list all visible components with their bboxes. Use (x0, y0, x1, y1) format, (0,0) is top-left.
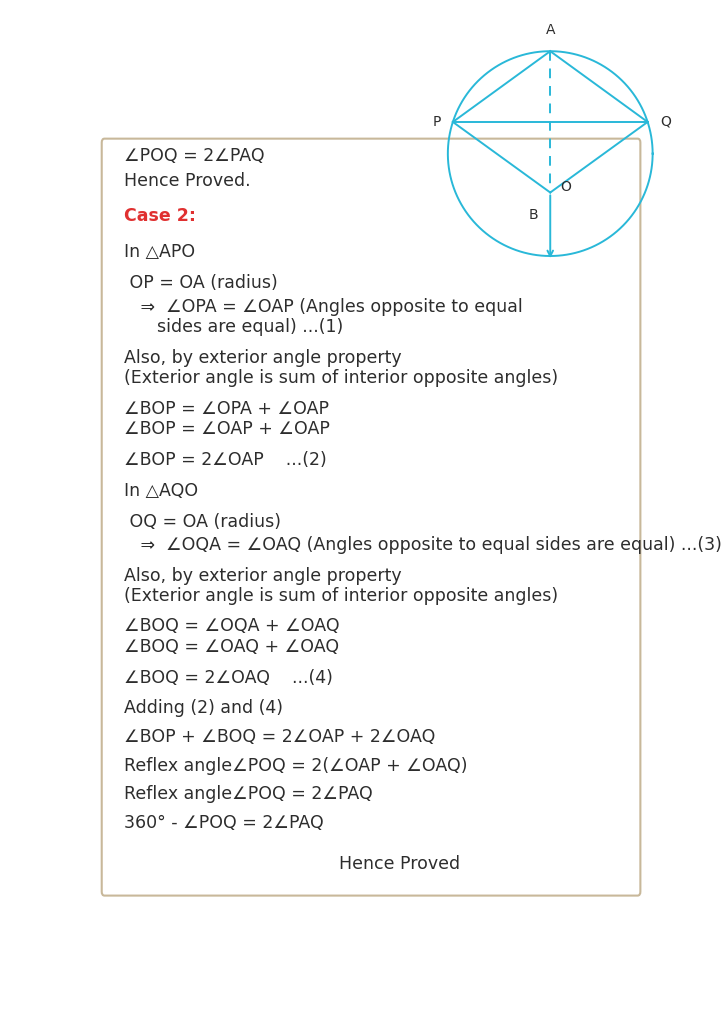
Text: OQ = OA (radius): OQ = OA (radius) (125, 513, 281, 531)
Text: ∠BOQ = 2∠OAQ    ...(4): ∠BOQ = 2∠OAQ ...(4) (125, 669, 333, 686)
Text: ∠BOQ = ∠OQA + ∠OAQ: ∠BOQ = ∠OQA + ∠OAQ (125, 617, 340, 635)
Text: ∠BOP = ∠OAP + ∠OAP: ∠BOP = ∠OAP + ∠OAP (125, 420, 330, 438)
Text: ⇒  ∠OQA = ∠OAQ (Angles opposite to equal sides are equal) ...(3): ⇒ ∠OQA = ∠OAQ (Angles opposite to equal … (125, 536, 722, 554)
Text: ⇒  ∠OPA = ∠OAP (Angles opposite to equal: ⇒ ∠OPA = ∠OAP (Angles opposite to equal (125, 298, 523, 316)
Text: ∠BOQ = ∠OAQ + ∠OAQ: ∠BOQ = ∠OAQ + ∠OAQ (125, 638, 340, 655)
Text: In △APO: In △APO (125, 243, 195, 261)
Text: Q: Q (660, 115, 671, 129)
Text: Hence Proved: Hence Proved (339, 855, 460, 872)
Text: Also, by exterior angle property: Also, by exterior angle property (125, 349, 402, 368)
Text: ∠BOP = ∠OPA + ∠OAP: ∠BOP = ∠OPA + ∠OAP (125, 399, 329, 418)
Text: OP = OA (radius): OP = OA (radius) (125, 274, 278, 292)
FancyBboxPatch shape (101, 138, 641, 896)
Text: Also, by exterior angle property: Also, by exterior angle property (125, 567, 402, 585)
Text: (Exterior angle is sum of interior opposite angles): (Exterior angle is sum of interior oppos… (125, 369, 558, 387)
Text: Reflex angle∠POQ = 2∠PAQ: Reflex angle∠POQ = 2∠PAQ (125, 785, 373, 803)
Text: 360° - ∠POQ = 2∠PAQ: 360° - ∠POQ = 2∠PAQ (125, 814, 324, 833)
Text: Case 2:: Case 2: (125, 207, 196, 225)
Text: Hence Proved.: Hence Proved. (125, 172, 251, 189)
Text: P: P (432, 115, 441, 129)
Text: B: B (529, 208, 538, 222)
Text: (Exterior angle is sum of interior opposite angles): (Exterior angle is sum of interior oppos… (125, 587, 558, 604)
Text: O: O (560, 180, 571, 195)
Text: ∠BOP = 2∠OAP    ...(2): ∠BOP = 2∠OAP ...(2) (125, 451, 327, 469)
Text: In △AQO: In △AQO (125, 481, 198, 500)
Text: sides are equal) ...(1): sides are equal) ...(1) (125, 318, 343, 337)
Text: ∠BOP + ∠BOQ = 2∠OAP + 2∠OAQ: ∠BOP + ∠BOQ = 2∠OAP + 2∠OAQ (125, 728, 436, 746)
Text: A: A (545, 23, 555, 37)
Text: Reflex angle∠POQ = 2(∠OAP + ∠OAQ): Reflex angle∠POQ = 2(∠OAP + ∠OAQ) (125, 757, 468, 775)
Text: ∠POQ = 2∠PAQ: ∠POQ = 2∠PAQ (125, 146, 265, 165)
Text: Adding (2) and (4): Adding (2) and (4) (125, 699, 283, 717)
